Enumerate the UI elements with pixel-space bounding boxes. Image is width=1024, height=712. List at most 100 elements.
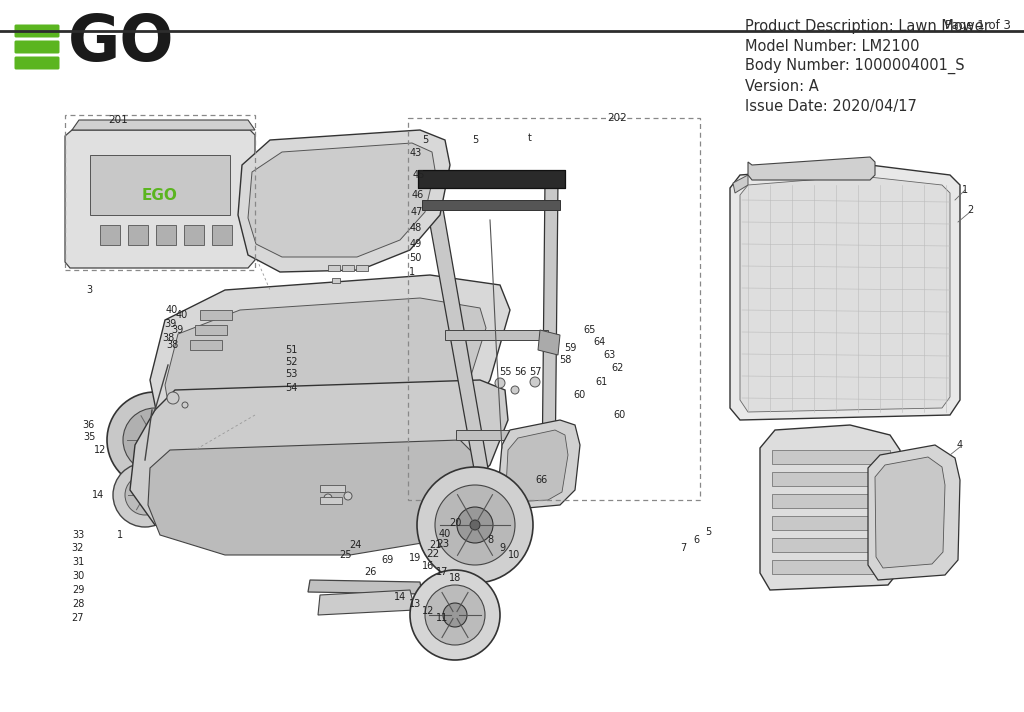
Circle shape — [182, 402, 188, 408]
Polygon shape — [445, 330, 548, 340]
Polygon shape — [184, 225, 204, 245]
Text: 46: 46 — [412, 190, 424, 200]
Bar — [356, 265, 368, 271]
Text: 201: 201 — [109, 115, 128, 125]
Circle shape — [470, 520, 480, 530]
Polygon shape — [772, 516, 890, 530]
Text: 22: 22 — [426, 549, 439, 559]
Polygon shape — [100, 225, 120, 245]
Polygon shape — [318, 590, 415, 615]
Circle shape — [167, 392, 179, 404]
Text: 6: 6 — [693, 535, 699, 545]
FancyBboxPatch shape — [14, 41, 59, 53]
Polygon shape — [248, 143, 435, 257]
Text: 2: 2 — [967, 205, 973, 215]
Text: 30: 30 — [72, 571, 84, 581]
Text: 32: 32 — [72, 543, 84, 553]
Text: 64: 64 — [594, 337, 606, 347]
Text: Body Number: 1000004001_S: Body Number: 1000004001_S — [745, 58, 965, 74]
Polygon shape — [308, 580, 422, 594]
Polygon shape — [238, 130, 450, 272]
Text: 23: 23 — [436, 539, 450, 549]
Text: 5: 5 — [422, 135, 428, 145]
Text: 5: 5 — [705, 527, 711, 537]
Bar — [332, 278, 340, 283]
Polygon shape — [456, 430, 535, 440]
Polygon shape — [165, 298, 486, 456]
Text: 48: 48 — [410, 223, 422, 233]
Circle shape — [123, 408, 187, 472]
Polygon shape — [506, 430, 568, 502]
Text: 33: 33 — [72, 530, 84, 540]
Text: 35: 35 — [84, 432, 96, 442]
Text: 65: 65 — [584, 325, 596, 335]
Text: 14: 14 — [92, 490, 104, 500]
Circle shape — [410, 570, 500, 660]
Text: 17: 17 — [436, 567, 449, 577]
Polygon shape — [772, 450, 890, 464]
Text: 43: 43 — [410, 148, 422, 158]
Circle shape — [530, 377, 540, 387]
Circle shape — [511, 386, 519, 394]
Text: 1: 1 — [409, 267, 415, 277]
Text: Product Description: Lawn Mower: Product Description: Lawn Mower — [745, 19, 990, 34]
Polygon shape — [130, 380, 508, 545]
Text: 25: 25 — [339, 550, 351, 560]
Circle shape — [417, 467, 534, 583]
Circle shape — [324, 494, 332, 502]
Text: 29: 29 — [72, 585, 84, 595]
Text: 36: 36 — [82, 420, 94, 430]
Text: 49: 49 — [410, 239, 422, 249]
Bar — [319, 497, 342, 504]
Text: 28: 28 — [72, 599, 84, 609]
Circle shape — [113, 463, 177, 527]
Text: 62: 62 — [611, 363, 625, 373]
Text: 53: 53 — [285, 369, 297, 379]
Text: 10: 10 — [508, 550, 520, 560]
Text: 38: 38 — [162, 333, 174, 343]
Text: 39: 39 — [164, 319, 176, 329]
Text: 1: 1 — [117, 530, 123, 540]
Text: 45: 45 — [413, 170, 425, 180]
Text: 20: 20 — [449, 518, 461, 528]
Text: 21: 21 — [429, 540, 441, 550]
Text: 27: 27 — [72, 613, 84, 623]
Text: 7: 7 — [680, 543, 686, 553]
FancyBboxPatch shape — [14, 56, 59, 70]
Polygon shape — [772, 538, 890, 552]
Text: 54: 54 — [285, 383, 297, 393]
Text: 69: 69 — [382, 555, 394, 565]
Polygon shape — [748, 157, 874, 180]
Polygon shape — [760, 425, 900, 590]
Text: 1: 1 — [962, 185, 968, 195]
Text: 202: 202 — [607, 113, 627, 123]
Circle shape — [106, 392, 203, 488]
Text: 40: 40 — [176, 310, 188, 320]
Polygon shape — [542, 180, 558, 480]
Text: 63: 63 — [604, 350, 616, 360]
Text: ™: ™ — [136, 17, 148, 30]
Text: 52: 52 — [285, 357, 297, 367]
Circle shape — [457, 507, 493, 543]
Text: 13: 13 — [409, 599, 421, 609]
Text: 38: 38 — [166, 340, 178, 350]
FancyBboxPatch shape — [14, 24, 59, 38]
Text: 9: 9 — [499, 543, 505, 553]
Circle shape — [435, 485, 515, 565]
Text: 18: 18 — [449, 573, 461, 583]
Polygon shape — [740, 176, 950, 412]
Polygon shape — [212, 225, 232, 245]
Text: 12: 12 — [422, 606, 434, 616]
Circle shape — [495, 378, 505, 388]
Text: t: t — [528, 133, 531, 143]
Circle shape — [138, 488, 152, 502]
Text: 40: 40 — [166, 305, 178, 315]
Text: 61: 61 — [596, 377, 608, 387]
Bar — [342, 265, 354, 271]
Text: Page 1 of 3: Page 1 of 3 — [945, 19, 1011, 31]
Circle shape — [142, 427, 168, 453]
Text: 12: 12 — [94, 445, 106, 455]
Polygon shape — [195, 325, 227, 335]
Polygon shape — [65, 130, 255, 268]
Text: 66: 66 — [536, 475, 548, 485]
